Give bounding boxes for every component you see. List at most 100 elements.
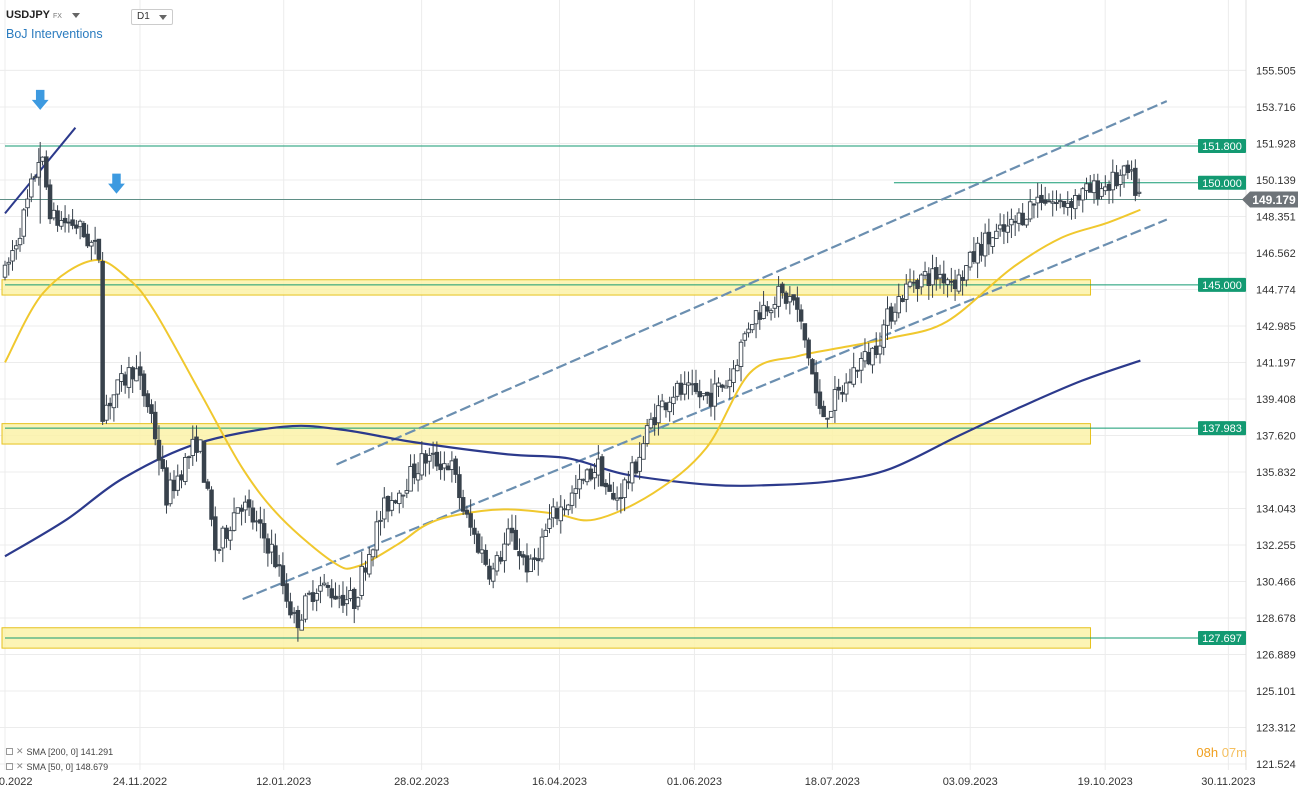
candle-body	[1080, 188, 1086, 201]
candle-body	[543, 529, 549, 537]
candle-body	[667, 401, 672, 413]
close-icon[interactable]: ✕	[16, 746, 24, 756]
settings-icon[interactable]	[6, 748, 13, 755]
level-badge	[1198, 277, 1246, 292]
candle-body	[716, 382, 721, 387]
candle-body	[641, 443, 646, 460]
legend-value: 148.679	[75, 761, 109, 772]
candle-body	[382, 497, 387, 520]
candle-body	[539, 536, 545, 560]
settings-icon[interactable]	[6, 763, 13, 770]
y-tick-label: 142.985	[1256, 321, 1296, 333]
candle-body	[239, 507, 244, 512]
candle-body	[926, 273, 932, 287]
candle-body	[746, 328, 751, 334]
timeframe-selector[interactable]: D1	[131, 9, 173, 25]
candle-body	[772, 304, 778, 309]
chevron-down-icon[interactable]	[71, 12, 80, 18]
candle-body	[246, 499, 252, 508]
candle-body	[569, 492, 575, 506]
level-badge	[1198, 175, 1246, 190]
candle-body	[325, 585, 331, 588]
candle-body	[607, 484, 612, 492]
candle-body	[1009, 218, 1014, 226]
candle-body	[220, 527, 226, 549]
candle-body	[329, 588, 334, 599]
candle-body	[92, 239, 98, 242]
candle-body	[231, 512, 237, 531]
candle-body	[956, 274, 962, 292]
candle-body	[791, 294, 796, 301]
candle-body	[949, 280, 954, 283]
candle-body	[137, 366, 143, 376]
candle-body	[1073, 195, 1078, 210]
close-icon[interactable]: ✕	[16, 761, 24, 771]
candle-body	[85, 233, 90, 247]
candle-body	[1099, 188, 1104, 197]
candle-body	[855, 369, 860, 372]
candle-body	[1095, 180, 1101, 200]
candle-body	[911, 281, 917, 284]
candle-body	[562, 508, 567, 511]
symbol-selector[interactable]: USDJPY FX	[6, 9, 80, 21]
candle-body	[693, 383, 699, 392]
candle-body	[862, 351, 868, 362]
legend-item-sma200[interactable]: ✕ SMA [200, 0] 141.291	[6, 746, 113, 757]
candle-body	[250, 507, 256, 523]
candle-body	[468, 513, 473, 528]
candle-body	[982, 232, 988, 257]
candle-body	[475, 533, 481, 553]
candle-body	[314, 593, 319, 601]
candle-body	[412, 463, 417, 479]
candle-body	[1076, 195, 1082, 201]
candle-body	[937, 274, 943, 279]
candle-body	[1001, 224, 1007, 232]
candle-body	[14, 245, 19, 250]
candle-body	[975, 242, 980, 264]
candle-body	[524, 555, 530, 573]
y-tick-label: 134.043	[1256, 503, 1296, 515]
candle-body	[1121, 165, 1127, 176]
candle-body	[900, 298, 905, 303]
y-tick-label: 137.620	[1256, 430, 1296, 442]
candle-body	[1129, 169, 1134, 172]
candle-body	[1012, 220, 1018, 223]
candle-body	[712, 383, 717, 407]
candle-body	[1035, 196, 1040, 204]
candle-body	[419, 453, 425, 476]
candle-body	[877, 345, 883, 355]
candle-body	[1046, 200, 1052, 203]
candle-body	[686, 382, 691, 386]
candle-body	[528, 558, 533, 573]
candle-body	[1110, 171, 1116, 191]
candle-body	[96, 238, 102, 260]
candle-body	[832, 389, 838, 411]
candle-body	[753, 310, 759, 325]
candle-body	[1005, 225, 1010, 233]
candle-body	[520, 554, 526, 558]
candle-body	[393, 500, 398, 504]
candle-body	[986, 231, 992, 245]
candle-body	[633, 461, 639, 474]
candle-body	[727, 379, 733, 388]
candle-body	[768, 310, 774, 314]
candle-body	[490, 568, 496, 582]
y-tick-label: 121.524	[1256, 759, 1296, 771]
candle-body	[186, 456, 192, 459]
chevron-down-icon[interactable]	[159, 15, 167, 20]
candle-body	[776, 285, 781, 307]
candle-body	[1084, 183, 1089, 191]
candle-body	[77, 220, 83, 228]
candle-body	[74, 224, 79, 229]
legend-item-sma50[interactable]: ✕ SMA [50, 0] 148.679	[6, 761, 108, 772]
candle-body	[659, 400, 665, 408]
candle-body	[783, 292, 789, 304]
candle-body	[235, 507, 241, 514]
y-tick-label: 146.562	[1256, 248, 1296, 260]
candle-body	[160, 459, 165, 469]
candle-body	[866, 351, 871, 365]
candle-body	[355, 597, 361, 607]
timer-hours: 08h	[1196, 745, 1219, 760]
